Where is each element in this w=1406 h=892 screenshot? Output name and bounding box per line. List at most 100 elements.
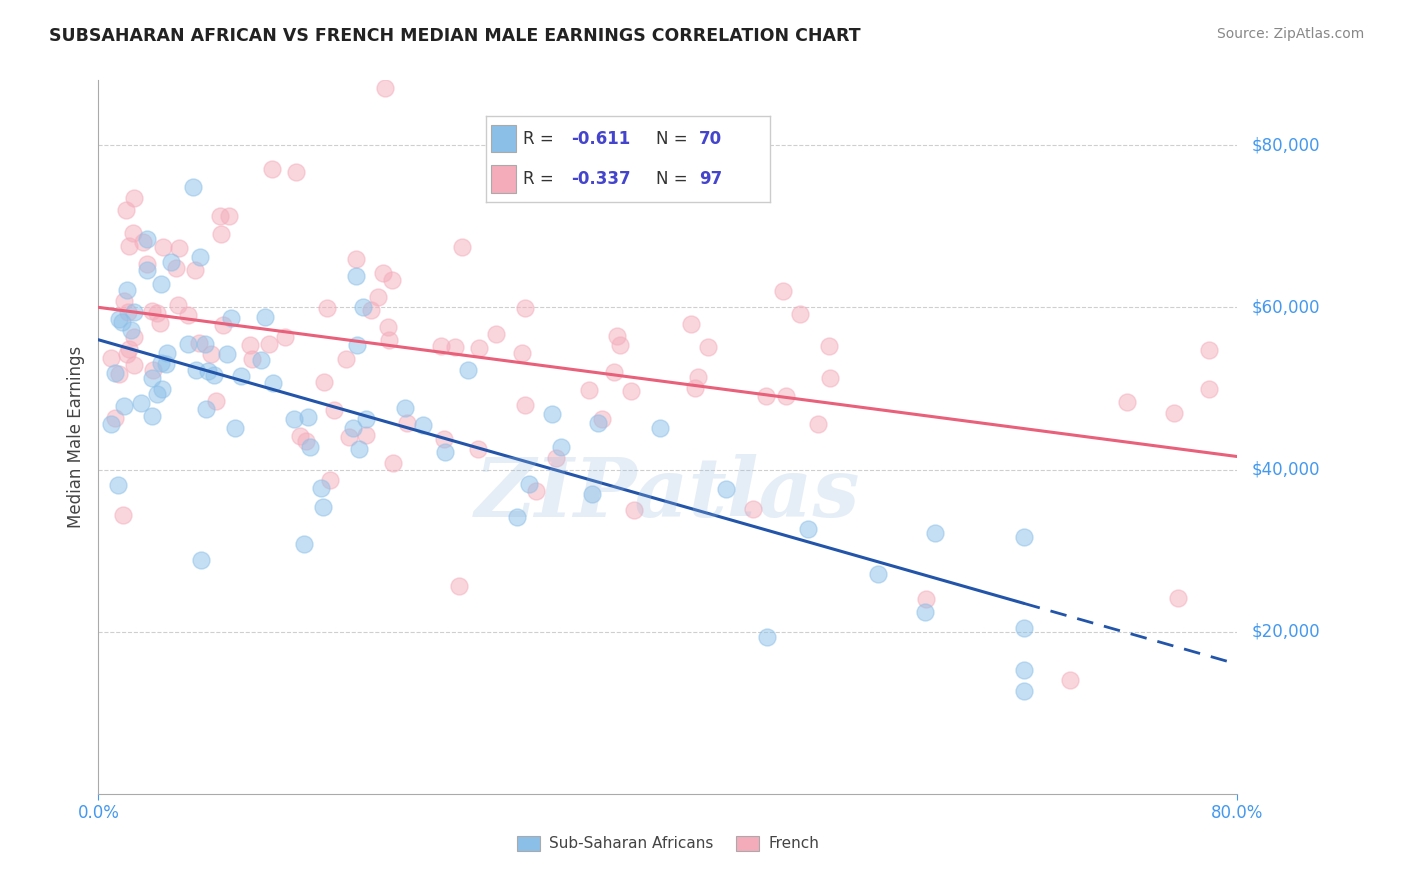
Point xyxy=(118,342,141,356)
Point xyxy=(124,191,146,205)
Point xyxy=(122,227,145,241)
Point xyxy=(217,347,239,361)
Point xyxy=(112,399,135,413)
Point xyxy=(208,209,231,223)
Point xyxy=(107,312,129,326)
Point xyxy=(141,304,163,318)
Point xyxy=(367,290,389,304)
Point xyxy=(167,241,190,255)
Point xyxy=(200,347,222,361)
Point xyxy=(510,346,533,360)
Point xyxy=(312,500,335,515)
Point xyxy=(467,442,489,456)
Point xyxy=(686,370,709,384)
Point xyxy=(131,235,153,250)
Point xyxy=(352,301,374,315)
Point xyxy=(254,310,277,324)
Point xyxy=(322,402,344,417)
Point xyxy=(513,301,536,316)
Point xyxy=(433,445,456,459)
Point xyxy=(194,336,217,351)
Point xyxy=(914,605,936,619)
Point xyxy=(868,566,890,581)
Point xyxy=(1059,673,1081,687)
Point xyxy=(197,364,219,378)
Point xyxy=(262,162,284,177)
Point xyxy=(444,340,467,354)
Point xyxy=(184,262,207,277)
Point xyxy=(1012,529,1035,543)
Point xyxy=(294,434,316,448)
Point xyxy=(294,536,316,550)
Point xyxy=(374,81,396,95)
Point xyxy=(515,398,537,412)
Text: $40,000: $40,000 xyxy=(1251,460,1320,478)
Text: Source: ZipAtlas.com: Source: ZipAtlas.com xyxy=(1216,27,1364,41)
Text: SUBSAHARAN AFRICAN VS FRENCH MEDIAN MALE EARNINGS CORRELATION CHART: SUBSAHARAN AFRICAN VS FRENCH MEDIAN MALE… xyxy=(49,27,860,45)
Point xyxy=(104,366,127,380)
Point xyxy=(107,478,129,492)
Point xyxy=(1012,683,1035,698)
Point xyxy=(290,429,312,443)
Point xyxy=(505,510,527,524)
Point xyxy=(485,327,508,342)
Point xyxy=(550,441,572,455)
Point xyxy=(150,277,173,292)
Y-axis label: Median Male Earnings: Median Male Earnings xyxy=(66,346,84,528)
Point xyxy=(150,382,173,396)
Point xyxy=(115,283,138,297)
Point xyxy=(122,305,145,319)
Point xyxy=(1012,621,1035,635)
Point xyxy=(117,346,139,360)
Point xyxy=(606,329,628,343)
Point xyxy=(591,412,613,426)
Point xyxy=(190,250,212,264)
Point xyxy=(167,298,190,312)
Point xyxy=(299,440,322,454)
Point xyxy=(100,351,122,366)
Point xyxy=(347,442,370,456)
Point xyxy=(112,294,135,309)
Point xyxy=(914,591,936,606)
Text: ZIPatlas: ZIPatlas xyxy=(475,454,860,534)
Point xyxy=(316,301,339,315)
Point xyxy=(1012,663,1035,677)
Point xyxy=(202,368,225,382)
Point xyxy=(262,376,284,391)
Point xyxy=(274,330,297,344)
Point xyxy=(714,482,737,496)
Point xyxy=(259,337,281,351)
Point xyxy=(447,579,470,593)
Point xyxy=(1163,406,1185,420)
Point xyxy=(381,273,404,287)
Point xyxy=(789,307,811,321)
Point xyxy=(219,310,242,325)
Point xyxy=(136,257,159,271)
Point xyxy=(204,394,226,409)
Point xyxy=(346,338,368,352)
Point xyxy=(586,416,609,430)
Point xyxy=(609,337,631,351)
Point xyxy=(156,345,179,359)
Point xyxy=(319,474,342,488)
Point xyxy=(755,630,778,644)
Point xyxy=(412,418,434,433)
Point xyxy=(1198,382,1220,396)
Point xyxy=(620,384,643,398)
Point xyxy=(146,306,169,320)
Point xyxy=(309,482,332,496)
Point xyxy=(177,308,200,322)
Point xyxy=(250,352,273,367)
Point xyxy=(229,369,252,384)
Point xyxy=(209,227,232,241)
Point xyxy=(181,179,204,194)
Point xyxy=(100,417,122,432)
Legend: Sub-Saharan Africans, French: Sub-Saharan Africans, French xyxy=(510,830,825,857)
Point xyxy=(297,409,319,424)
Point xyxy=(344,252,367,266)
Point xyxy=(211,318,233,333)
Point xyxy=(104,411,127,425)
Point xyxy=(135,232,157,246)
Point xyxy=(117,305,139,319)
Point xyxy=(346,268,368,283)
